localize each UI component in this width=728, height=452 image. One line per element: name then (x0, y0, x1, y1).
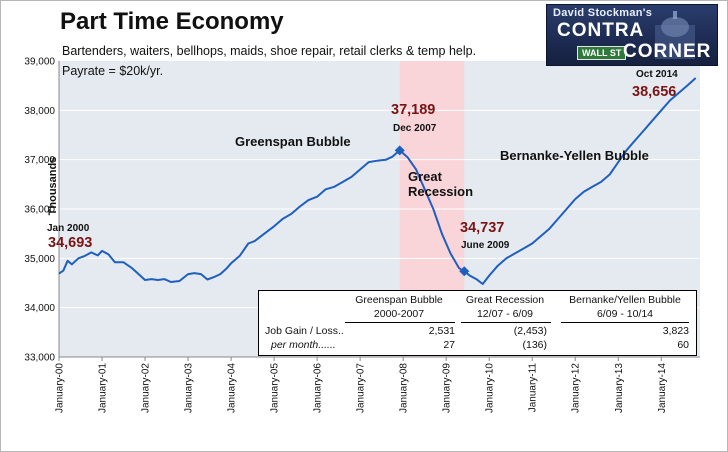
y-tick-label: 38,000 (24, 106, 55, 117)
annotation-small: Dec 2007 (393, 123, 437, 134)
payrate-note: Payrate = $20k/yr. (62, 64, 164, 78)
x-tick-label: January-11 (528, 363, 539, 413)
data-point-marker (394, 145, 405, 156)
y-tick-label: 35,000 (24, 254, 55, 265)
row-label-per-month: per month...... (271, 339, 336, 351)
annotation-label: Greenspan Bubble (235, 134, 351, 149)
row-label-job-gain: Job Gain / Loss.. (265, 325, 344, 337)
data-point-marker (459, 266, 470, 277)
y-tick-label: 39,000 (24, 57, 55, 68)
cell-greenspan-month: 27 (443, 339, 455, 351)
annotation-value: 34,693 (48, 235, 92, 251)
table-header-bernanke: Bernanke/Yellen Bubble (569, 294, 681, 306)
table-header-bernanke-period: 6/09 - 10/14 (596, 308, 654, 320)
x-tick-label: January-04 (227, 363, 238, 413)
x-tick-label: January-13 (614, 363, 625, 413)
contra-corner-logo: David Stockman's CONTRA WALL ST CORNER (546, 4, 718, 66)
logo-tagline: David Stockman's (553, 7, 653, 19)
header-rule-1 (345, 322, 455, 323)
table-header-greenspan-period: 2000-2007 (373, 308, 425, 320)
x-tick-label: January-05 (270, 363, 281, 413)
cell-recession-gain: (2,453) (513, 325, 547, 337)
y-tick-label: 36,000 (24, 205, 55, 216)
job-gain-table: Greenspan Bubble 2000-2007 Great Recessi… (258, 290, 697, 356)
table-header-greenspan: Greenspan Bubble (355, 294, 443, 306)
annotation-small: Oct 2014 (636, 69, 678, 80)
x-tick-label: January-03 (184, 363, 195, 413)
annotation-small: Jan 2000 (47, 223, 90, 234)
chart-title: Part Time Economy (60, 8, 284, 35)
x-tick-label: January-07 (356, 363, 367, 413)
x-tick-label: January-02 (141, 363, 152, 413)
y-tick-label: 37,000 (24, 155, 55, 166)
annotation-small: June 2009 (461, 240, 510, 251)
header-rule-2 (461, 322, 551, 323)
annotation-label: Great (408, 169, 443, 184)
annotation-value: 37,189 (391, 102, 435, 118)
logo-word-contra: CONTRA (557, 20, 645, 41)
x-tick-label: January-06 (313, 363, 324, 413)
header-rule-3 (561, 322, 689, 323)
capitol-dome-icon (655, 11, 695, 59)
x-tick-label: January-09 (442, 363, 453, 413)
cell-recession-month: (136) (522, 339, 547, 351)
y-tick-label: 34,000 (24, 303, 55, 314)
cell-greenspan-gain: 2,531 (428, 325, 455, 337)
annotation-value: 34,737 (460, 220, 504, 236)
cell-bernanke-month: 60 (677, 339, 689, 351)
chart-subtitle: Bartenders, waiters, bellhops, maids, sh… (62, 44, 477, 58)
x-tick-label: January-14 (657, 363, 668, 413)
y-axis-label: Thousands (47, 157, 59, 216)
x-tick-label: January-12 (571, 363, 582, 413)
annotation-label: Recession (408, 184, 473, 199)
table-header-recession: Great Recession (465, 294, 545, 306)
logo-street-sign: WALL ST (577, 46, 627, 60)
x-tick-label: January-08 (399, 363, 410, 413)
table-header-recession-period: 12/07 - 6/09 (476, 308, 534, 320)
annotation-value: 38,656 (632, 84, 676, 100)
x-tick-label: January-10 (485, 363, 496, 413)
annotation-label: Bernanke-Yellen Bubble (500, 148, 649, 163)
logo-word-corner: CORNER (623, 41, 712, 62)
cell-bernanke-gain: 3,823 (662, 325, 689, 337)
series-line (58, 77, 697, 285)
x-tick-label: January-00 (55, 363, 66, 413)
x-tick-label: January-01 (98, 363, 109, 413)
y-tick-label: 33,000 (24, 353, 55, 364)
